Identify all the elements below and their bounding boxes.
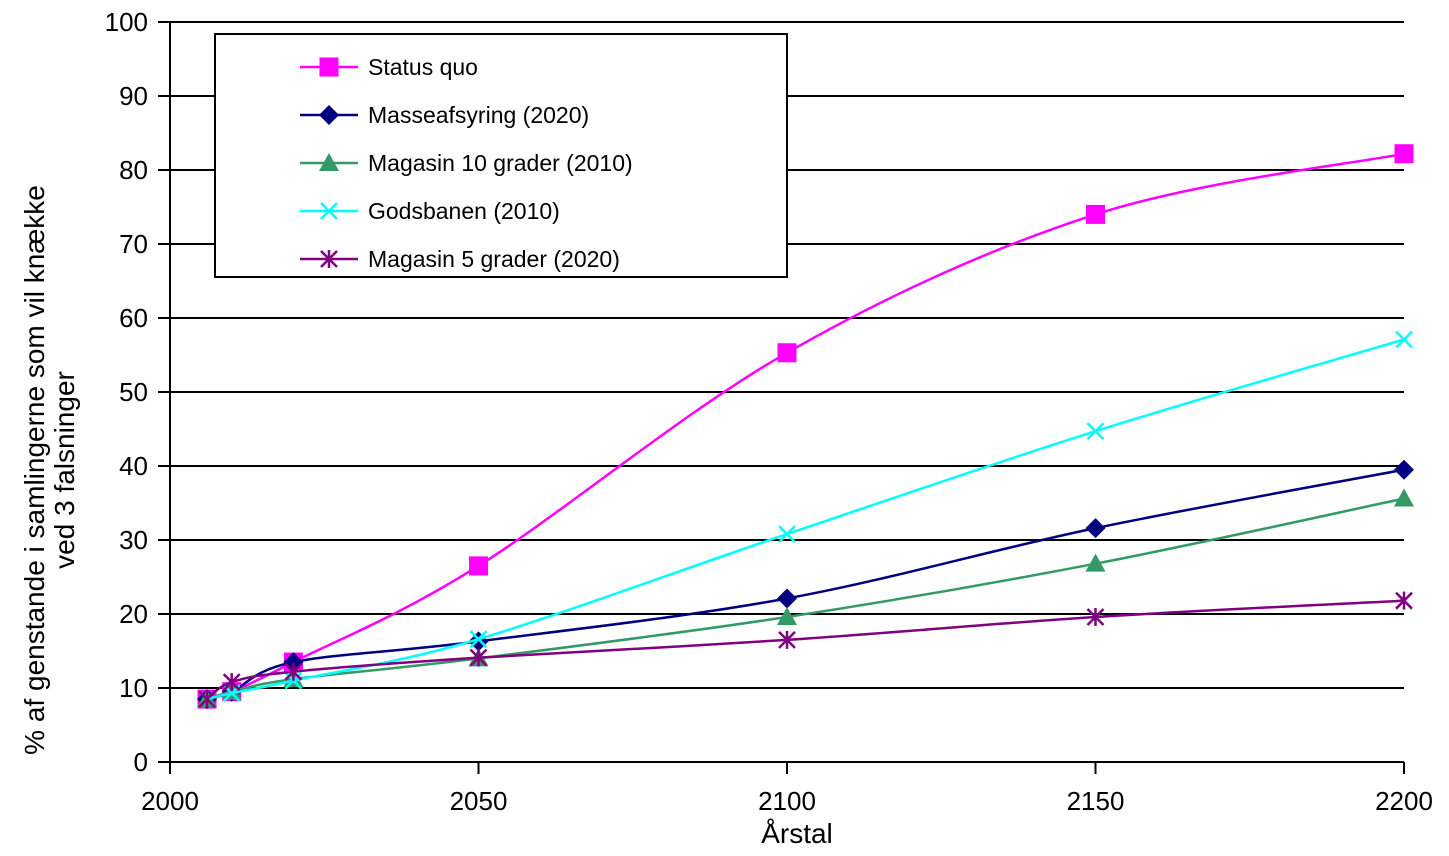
data-point	[1085, 553, 1106, 572]
x-tick-label: 2200	[1375, 786, 1433, 816]
data-point	[1394, 459, 1414, 480]
data-point	[777, 588, 797, 609]
data-point	[778, 525, 796, 543]
y-axis-title: % af genstande i samlingerne som vil knæ…	[19, 185, 80, 755]
data-point	[777, 343, 797, 363]
legend-box	[214, 33, 788, 278]
y-tick-label: 70	[119, 229, 148, 259]
legend-marker	[319, 57, 339, 77]
data-point	[284, 662, 303, 681]
series-magasin-5-grader-2020	[198, 591, 1413, 709]
legend-item: Masseafsyring (2020)	[300, 102, 589, 128]
legend-item: Magasin 5 grader (2020)	[300, 246, 620, 272]
y-tick-label: 100	[105, 7, 148, 37]
y-tick-label: 40	[119, 451, 148, 481]
data-point	[222, 673, 241, 692]
x-tick-label: 2150	[1067, 786, 1125, 816]
data-point	[1086, 607, 1105, 626]
legend-marker	[320, 202, 338, 220]
legend-marker	[320, 250, 338, 268]
series-line	[206, 338, 1405, 701]
legend-label: Magasin 5 grader (2020)	[368, 246, 620, 272]
x-tick-label: 2100	[758, 786, 816, 816]
data-point	[1394, 488, 1414, 507]
y-tick-label: 20	[119, 599, 148, 629]
data-point	[1086, 422, 1105, 441]
x-tick-label: 2000	[141, 786, 199, 816]
legend-marker	[319, 105, 339, 125]
legend-label: Status quo	[368, 54, 478, 80]
x-tick-label: 2050	[450, 786, 508, 816]
data-point	[469, 648, 488, 667]
legend-label: Masseafsyring (2020)	[368, 102, 589, 128]
data-point	[1086, 204, 1105, 224]
y-tick-label: 10	[119, 673, 148, 703]
legend-label: Magasin 10 grader (2010)	[368, 150, 633, 176]
y-axis-title-line: % af genstande i samlingerne som vil knæ…	[19, 185, 50, 755]
series-line	[206, 497, 1405, 701]
y-tick-label: 60	[119, 303, 148, 333]
data-point	[1085, 518, 1106, 539]
y-tick-label: 0	[134, 747, 148, 777]
data-point	[198, 690, 216, 709]
series-masseafsyring-2020	[197, 459, 1414, 710]
y-axis-title-line: ved 3 falsninger	[49, 371, 80, 569]
y-tick-label: 30	[119, 525, 148, 555]
legend-item: Godsbanen (2010)	[300, 198, 560, 224]
data-point	[1395, 330, 1413, 349]
series-line	[206, 599, 1405, 701]
series-line	[206, 152, 1405, 701]
data-point	[469, 630, 488, 649]
y-tick-label: 50	[119, 377, 148, 407]
legend-item: Magasin 10 grader (2010)	[300, 150, 633, 176]
x-axis-title: Årstal	[761, 818, 833, 849]
legend: Status quo Masseafsyring (2020) Magasin 10…	[214, 33, 788, 278]
data-point	[778, 630, 796, 649]
legend-marker	[319, 153, 339, 171]
y-tick-label: 80	[119, 155, 148, 185]
series-magasin-10-grader-2010	[197, 488, 1414, 708]
data-point	[469, 556, 488, 576]
axes: 0 10 20 30 40 50 60 70 80 90 100 2000 2050 2100 2150 22…	[105, 7, 1433, 816]
data-point	[1394, 144, 1414, 164]
y-tick-label: 90	[119, 81, 148, 111]
legend-label: Godsbanen (2010)	[368, 198, 560, 224]
legend-item: Status quo	[300, 54, 478, 80]
data-point	[777, 606, 797, 625]
data-point	[1395, 591, 1413, 610]
series-group	[197, 144, 1414, 710]
